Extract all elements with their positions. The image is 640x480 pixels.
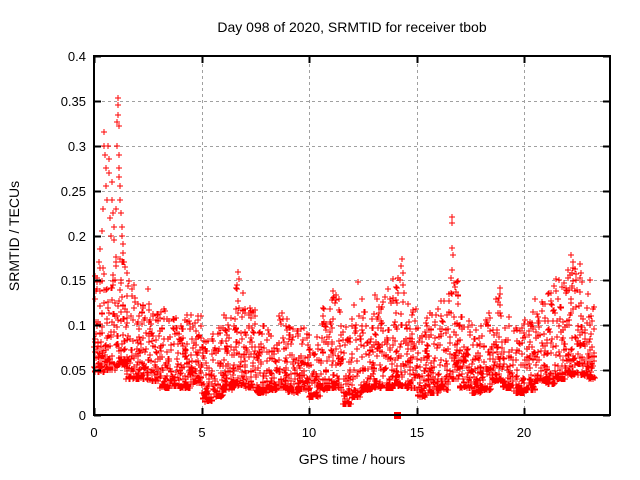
x-axis-label: GPS time / hours: [299, 451, 406, 467]
x-tick-label: 5: [198, 425, 205, 440]
y-tick-label: 0.3: [68, 139, 86, 154]
x-tick-label: 20: [517, 425, 531, 440]
tick-labels: 0 5 10 15 20 0 0.05 0.1 0.15 0.2 0.25 0.3 0.35 0.4: [61, 49, 532, 440]
y-tick-label: 0.35: [61, 94, 86, 109]
y-tick-label: 0.1: [68, 318, 86, 333]
x-tick-label: 0: [90, 425, 97, 440]
x-tick-label: 10: [302, 425, 316, 440]
x-tick-label: 15: [410, 425, 424, 440]
y-tick-label: 0: [79, 408, 86, 423]
y-axis-label: SRMTID / TECUs: [6, 181, 22, 291]
scatter-plus-markers: [91, 95, 598, 407]
y-tick-label: 0.25: [61, 184, 86, 199]
y-tick-label: 0.15: [61, 273, 86, 288]
y-tick-label: 0.4: [68, 49, 86, 64]
y-tick-label: 0.2: [68, 229, 86, 244]
y-tick-label: 0.05: [61, 363, 86, 378]
chart-title: Day 098 of 2020, SRMTID for receiver tbo…: [217, 19, 486, 35]
tick-marks: [93, 55, 610, 417]
axis-ticks: [93, 55, 610, 417]
